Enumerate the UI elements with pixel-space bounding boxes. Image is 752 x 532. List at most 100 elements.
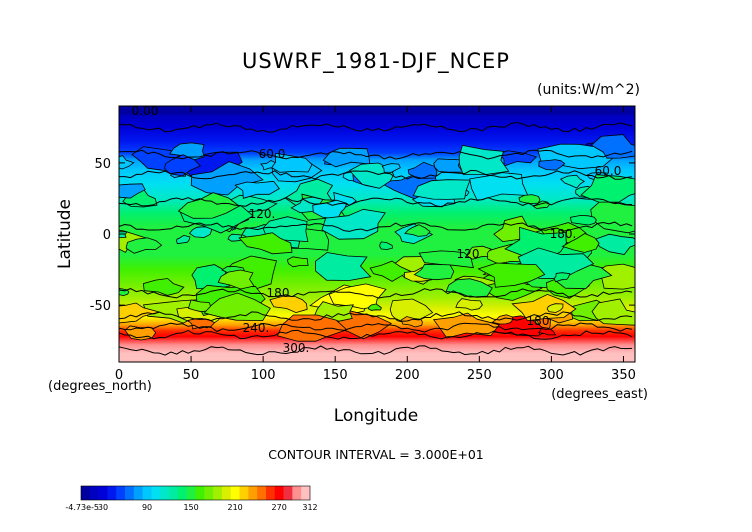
colorbar-swatch <box>160 486 170 500</box>
colorbar-swatch <box>213 486 223 500</box>
field-patch <box>458 144 510 176</box>
colorbar-swatch <box>125 486 135 500</box>
x-unit-label: (degrees_east) <box>551 387 648 402</box>
field-patch <box>188 299 212 313</box>
field-patch <box>477 262 546 288</box>
colorbar-swatch <box>107 486 117 500</box>
field-patch <box>168 142 205 161</box>
y-tick-label: -50 <box>90 299 111 314</box>
contour-line <box>119 311 633 322</box>
field-patch <box>590 134 635 159</box>
colorbar-swatch <box>195 486 205 500</box>
colorbar-swatch <box>81 486 91 500</box>
field-patch <box>125 237 163 254</box>
colorbar-swatch <box>257 486 267 500</box>
colorbar-tick-label: 150 <box>183 503 198 512</box>
contour-label: 120 <box>457 247 480 261</box>
contour-line <box>119 322 633 333</box>
colorbar-swatch <box>301 486 311 500</box>
colorbar-swatch <box>239 486 249 500</box>
field-patch <box>190 161 264 196</box>
field-patch <box>217 269 255 290</box>
field-patch <box>413 263 455 281</box>
colorbar-swatch <box>292 486 302 500</box>
field-patch <box>312 199 348 220</box>
colorbar-tick-label: 312 <box>302 503 317 512</box>
contour-line <box>119 329 633 340</box>
field-patch <box>203 292 271 322</box>
field-patch <box>580 174 635 203</box>
x-tick-label: 200 <box>395 368 420 383</box>
colorbar-swatch <box>98 486 108 500</box>
y-tick-label: 50 <box>94 157 111 172</box>
colorbar-tick-label: 210 <box>227 503 242 512</box>
field-patch <box>238 232 293 255</box>
contour-line <box>119 345 633 356</box>
y-unit-label: (degrees_north) <box>48 379 152 394</box>
field-patch <box>177 192 240 219</box>
colorbar <box>80 485 311 501</box>
contour-label: 240. <box>243 321 270 335</box>
colorbar-tick-labels: -4.73e-530 90 150 210 270 312 <box>65 503 317 512</box>
field-patch <box>119 302 161 324</box>
field-patch <box>518 194 541 205</box>
x-tick-label: 100 <box>251 368 276 383</box>
contour-interval: CONTOUR INTERVAL = 3.000E+01 <box>268 447 484 462</box>
field-patch <box>369 260 412 282</box>
contour-line <box>119 221 633 232</box>
field-patch <box>142 278 185 296</box>
contour-lines <box>119 121 633 356</box>
colorbar-tick-label: 90 <box>142 503 152 512</box>
colorbar-swatch <box>274 486 284 500</box>
field-patch <box>407 161 438 179</box>
colorbar-swatch <box>204 486 214 500</box>
contour-labels: 0.00 60.0 60.0 120. 120 180. 180 180 240. 300. <box>132 104 622 355</box>
y-axis-title: Latitude <box>55 199 75 269</box>
colorbar-tick-label: 30 <box>98 503 108 512</box>
contour-label: 180 <box>267 286 290 300</box>
plot-area <box>119 106 635 362</box>
field-patch <box>367 303 382 311</box>
colorbar-swatch <box>248 486 258 500</box>
colorbar-swatch <box>142 486 152 500</box>
field-patch <box>418 250 474 269</box>
field-patch <box>314 252 372 281</box>
field-patch <box>469 172 529 202</box>
field-patch <box>412 179 471 200</box>
field-patch <box>176 234 191 245</box>
contour-label: 0.00 <box>132 104 159 118</box>
contour-label: 300. <box>283 341 310 355</box>
x-axis-title: Longitude <box>334 406 419 426</box>
field-patch <box>591 298 635 326</box>
field-patch <box>379 241 393 250</box>
x-axis-ticks: 0 50 100 150 200 250 300 350 <box>115 106 636 383</box>
x-tick-label: 150 <box>323 368 348 383</box>
field-patch <box>321 208 386 240</box>
field-patch <box>119 183 146 199</box>
field-patch <box>546 303 564 313</box>
contour-line <box>119 169 633 180</box>
colorbar-swatch <box>230 486 240 500</box>
field-patches <box>119 134 635 342</box>
contour-line <box>119 149 633 160</box>
x-tick-label: 0 <box>115 368 123 383</box>
field-patch <box>553 272 571 283</box>
colorbar-swatch <box>151 486 161 500</box>
contour-label: 180 <box>527 314 550 328</box>
field-patch <box>227 233 243 242</box>
contour-label: 120. <box>249 207 276 221</box>
field-patch <box>286 256 309 268</box>
colorbar-swatch <box>89 486 99 500</box>
field-patch <box>433 158 464 173</box>
field-patch <box>269 295 308 314</box>
x-tick-label: 50 <box>183 368 200 383</box>
x-tick-label: 300 <box>539 368 564 383</box>
x-tick-label: 250 <box>467 368 492 383</box>
field-patch <box>234 180 280 199</box>
field-patch <box>404 224 431 237</box>
contour-label: 60.0 <box>259 147 286 161</box>
contour-line <box>119 288 633 299</box>
colorbar-swatch <box>177 486 187 500</box>
field-patch <box>322 147 371 168</box>
